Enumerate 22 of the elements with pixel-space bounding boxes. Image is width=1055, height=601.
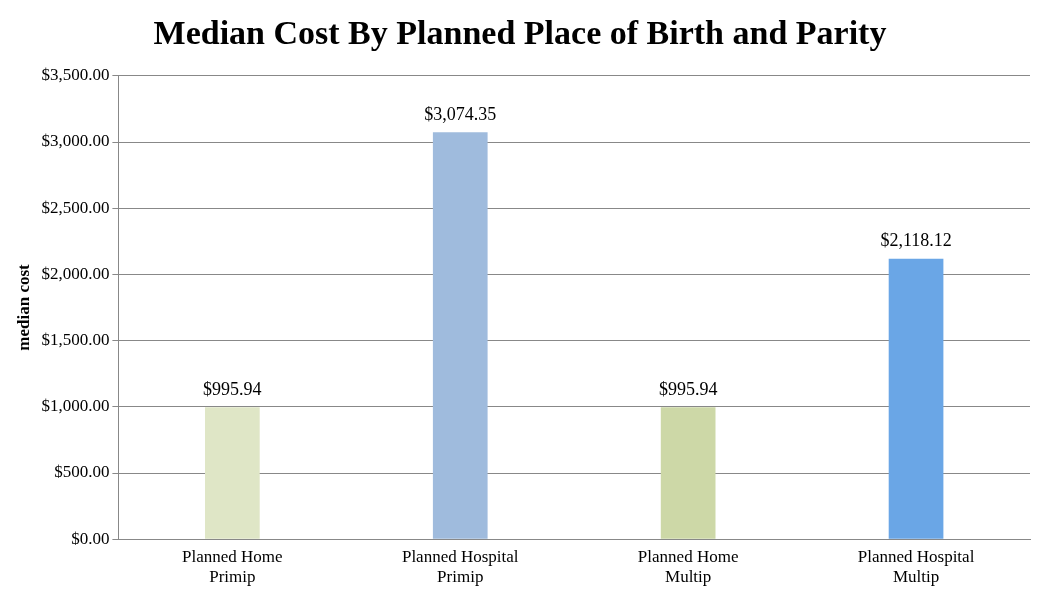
y-tick-label: $2,000.00 — [41, 263, 110, 283]
chart-title: Median Cost By Planned Place of Birth and Parity — [153, 14, 887, 52]
data-label: $995.94 — [203, 379, 262, 400]
x-tick-label: Planned Home Multip — [637, 546, 739, 587]
y-tick-label: $0.00 — [71, 528, 110, 548]
data-label: $2,118.12 — [880, 230, 952, 251]
y-tick-label: $3,000.00 — [41, 131, 110, 151]
y-tick-label: $2,500.00 — [41, 197, 110, 217]
bar — [660, 407, 716, 539]
data-label: $995.94 — [658, 379, 718, 400]
bar — [205, 407, 260, 539]
y-tick-label: $3,500.00 — [41, 65, 110, 85]
x-tick-label: Planned Home Primip — [182, 546, 283, 587]
y-tick-label: $1,500.00 — [41, 330, 110, 350]
data-label: $3,074.35 — [424, 103, 497, 124]
x-tick-label: Planned Hospital Multip — [857, 546, 975, 587]
y-tick-label: $500.00 — [54, 462, 110, 482]
y-axis-title: median cost — [13, 263, 33, 351]
bar — [888, 258, 944, 539]
bar — [432, 132, 488, 539]
x-tick-label: Planned Hospital Primip — [401, 546, 519, 587]
y-tick-label: $1,000.00 — [41, 396, 110, 416]
